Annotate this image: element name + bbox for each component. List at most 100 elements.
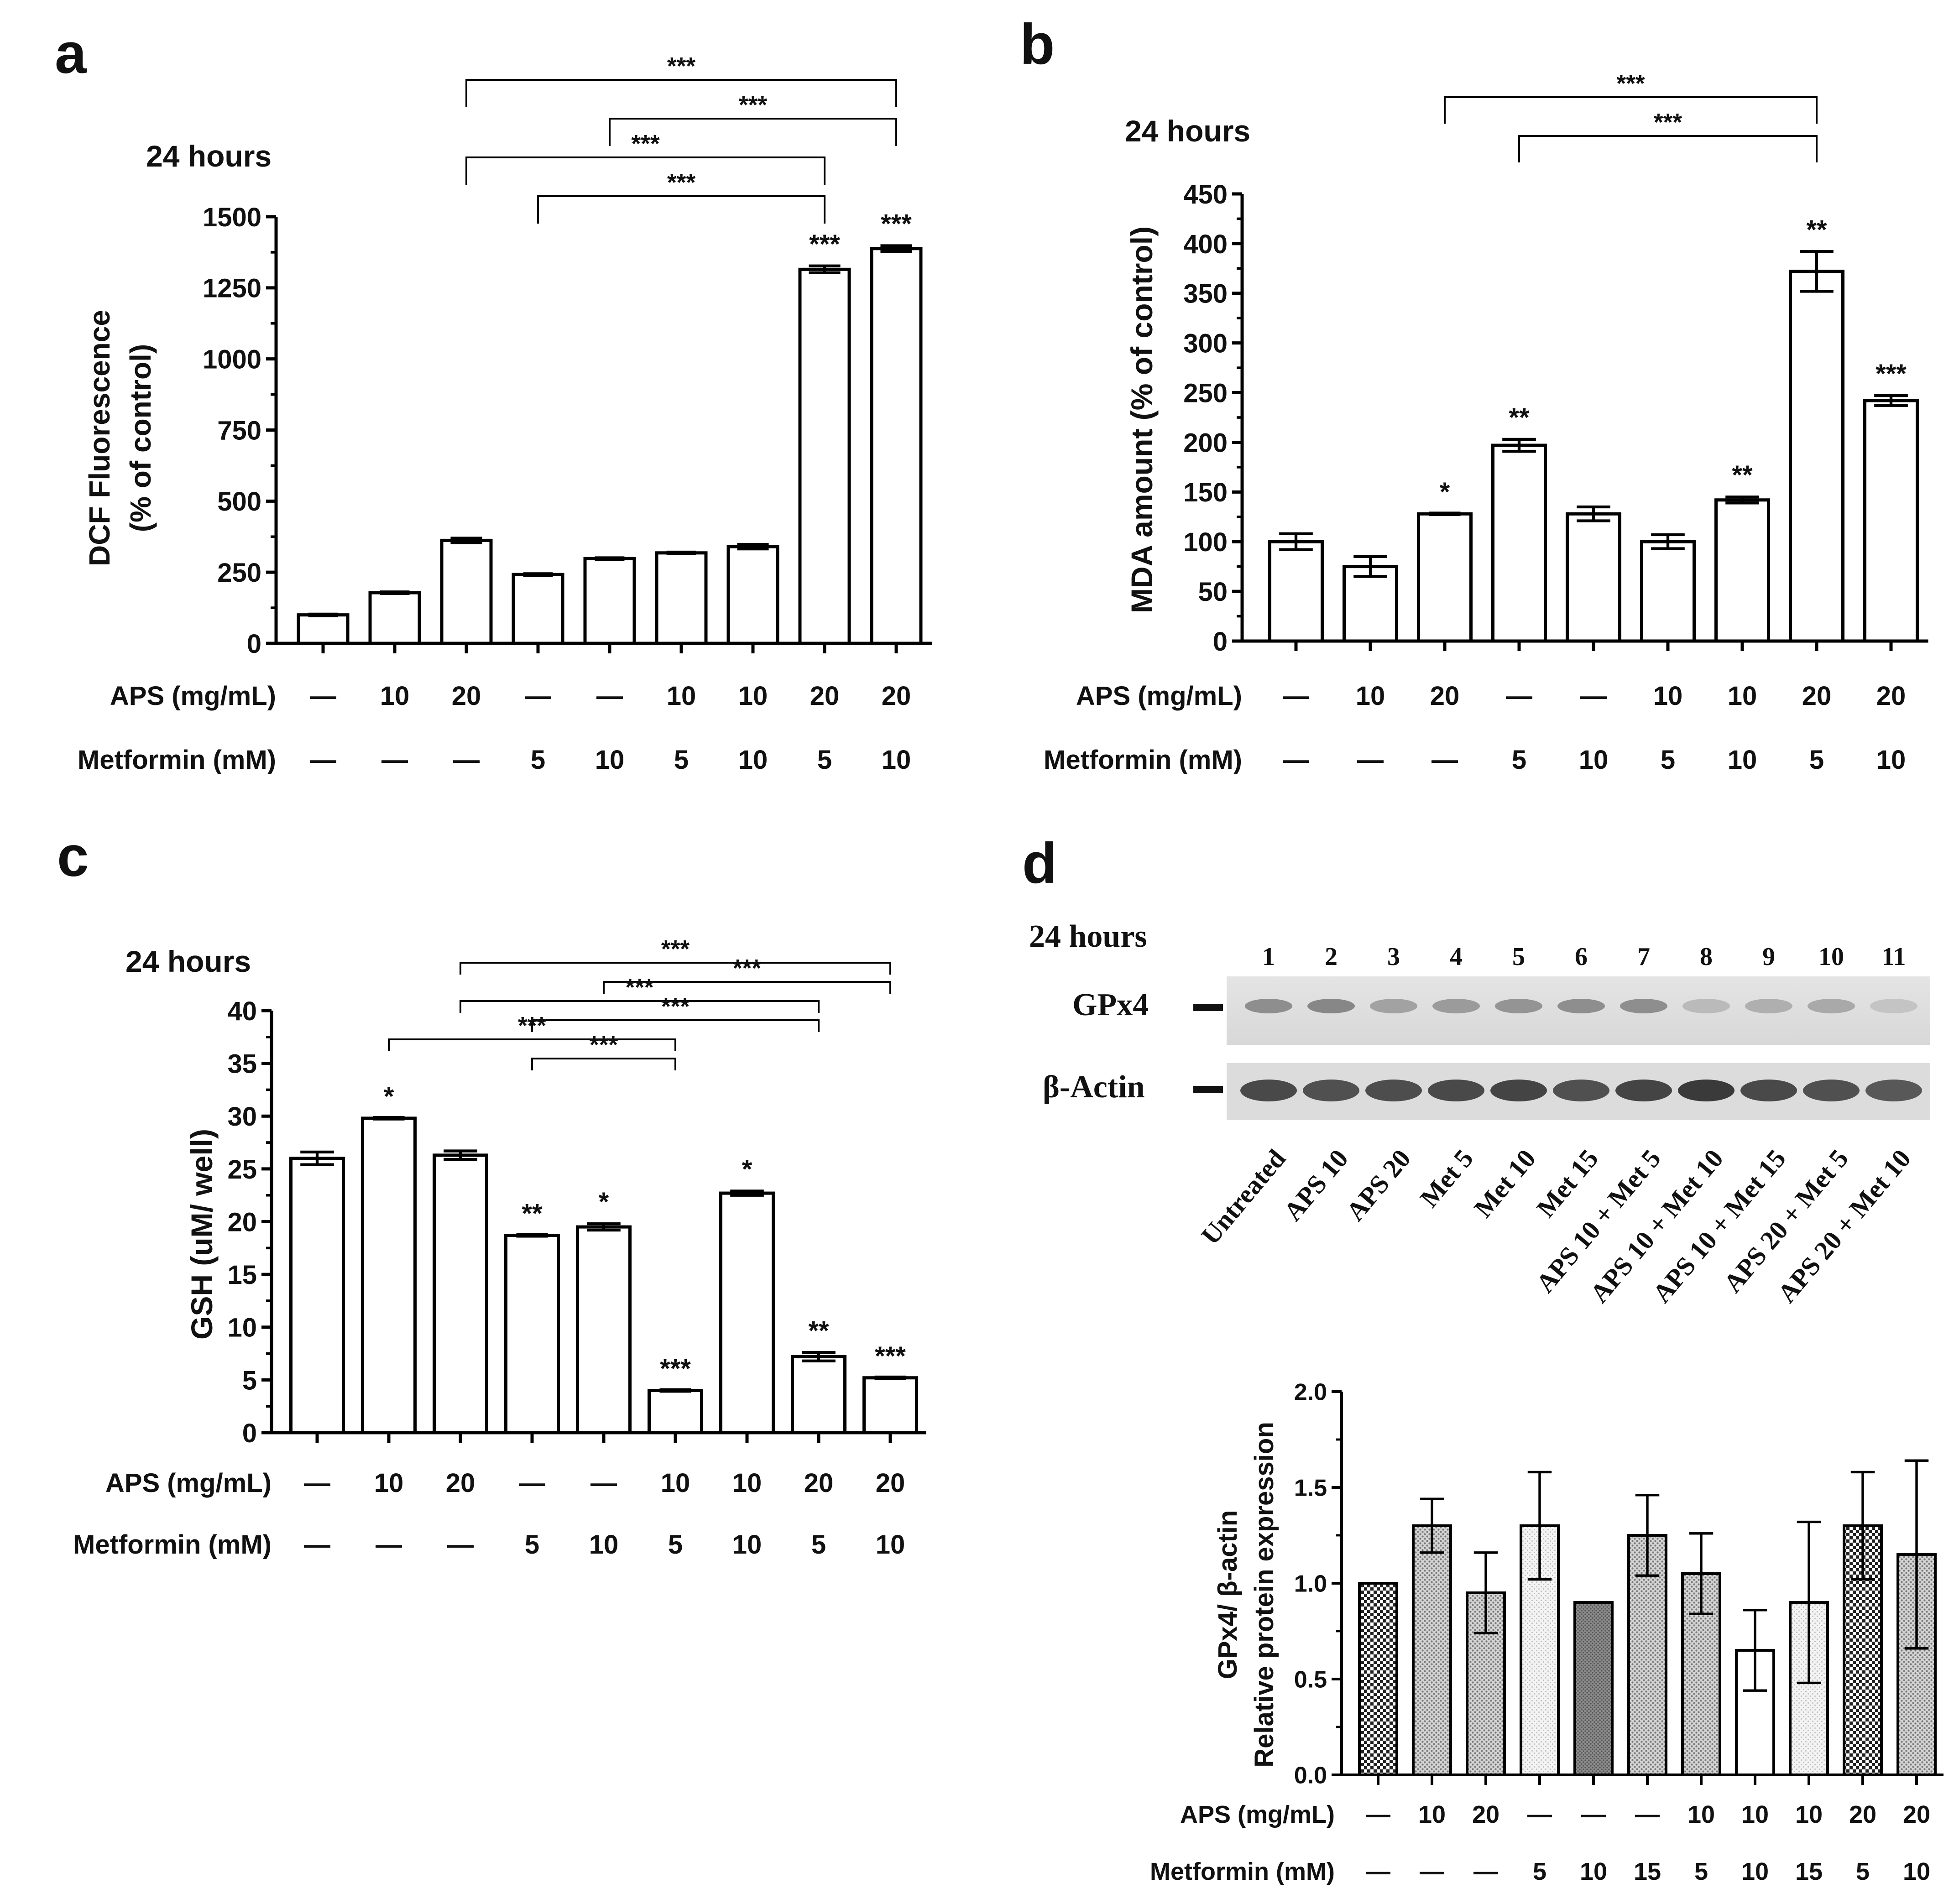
- gpx4-band: [1307, 999, 1355, 1013]
- panel-a-time-label: 24 hours: [146, 139, 272, 173]
- panel-a-aps-value: 20: [810, 681, 840, 711]
- panel-a-aps-value: 20: [452, 681, 481, 711]
- panel-c-met-value: 10: [589, 1530, 619, 1560]
- panel-a-bar: [512, 573, 564, 645]
- panel-c-bar: [289, 1157, 345, 1435]
- panel-a-met-value: 10: [882, 745, 911, 775]
- panel-c-significance: *: [742, 1154, 752, 1184]
- panel-b-met-value: 5: [1809, 745, 1824, 775]
- blot-lane-number: 1: [1262, 943, 1275, 971]
- panel-c-aps-label: APS (mg/mL): [105, 1468, 272, 1498]
- panel-d-met-value: 10: [1741, 1858, 1769, 1885]
- panel-b-letter: b: [1020, 13, 1055, 76]
- panel-c-aps-value: 20: [446, 1468, 475, 1498]
- panel-b-aps-value: 20: [1876, 681, 1906, 711]
- gpx4-band: [1432, 999, 1480, 1013]
- panel-c-significance: *: [384, 1082, 394, 1111]
- panel-b-comparison-bracket: [1518, 135, 1818, 162]
- panel-c-met-value: 10: [876, 1530, 905, 1560]
- panel-a-met-value: 5: [674, 745, 689, 775]
- panel-b-met-value: 5: [1512, 745, 1526, 775]
- panel-c-met-value: —: [376, 1530, 402, 1560]
- panel-d-met-value: 10: [1903, 1858, 1930, 1885]
- panel-a-significance: ***: [809, 230, 840, 259]
- panel-d-aps-value: —: [1581, 1801, 1606, 1828]
- panel-d-met-value: —: [1420, 1858, 1444, 1885]
- panel-d-aps-value: 10: [1795, 1801, 1823, 1828]
- panel-d-met-value: —: [1473, 1858, 1498, 1885]
- panel-c-comparison-label: ***: [733, 955, 762, 982]
- gpx4-band: [1245, 999, 1292, 1013]
- panel-b-aps-value: 10: [1728, 681, 1757, 711]
- panel-d-met-value: 5: [1694, 1858, 1708, 1885]
- panel-b-met-label: Metformin (mM): [1044, 745, 1242, 775]
- panel-b-ytick-label: 450: [1183, 180, 1228, 209]
- panel-d-met-value: 15: [1795, 1858, 1823, 1885]
- panel-a-met-value: —: [453, 745, 480, 775]
- panel-d-ytick-label: 0.5: [1294, 1667, 1327, 1693]
- panel-b-comparison-label: ***: [1654, 109, 1682, 136]
- panel-d-aps-value: 10: [1688, 1801, 1715, 1828]
- actin-band: [1490, 1080, 1547, 1101]
- panel-d-met-value: —: [1366, 1858, 1390, 1885]
- blot-lane-label: APS 20: [1340, 1144, 1416, 1226]
- panel-c-aps-value: —: [304, 1468, 330, 1498]
- panel-a-met-value: 5: [817, 745, 832, 775]
- panel-a-met-value: 10: [738, 745, 768, 775]
- gpx4-band-label: GPx4: [1072, 987, 1149, 1022]
- panel-c-ytick-label: 15: [227, 1260, 257, 1290]
- panel-c-met-value: 5: [811, 1530, 826, 1560]
- panel-b-significance: **: [1806, 215, 1827, 245]
- panel-b-ylabel: MDA amount (% of control): [1125, 226, 1159, 613]
- blot-lane-number: 2: [1325, 943, 1337, 971]
- panel-b-met-value: 10: [1579, 745, 1609, 775]
- panel-b-bar: [1640, 540, 1696, 643]
- actin-band: [1428, 1080, 1484, 1101]
- gpx4-band: [1870, 999, 1917, 1013]
- panel-a-bar: [440, 538, 493, 645]
- panel-b-ytick-label: 50: [1198, 577, 1228, 607]
- actin-band-label: β-Actin: [1043, 1069, 1145, 1105]
- panel-b-met-value: —: [1432, 745, 1458, 775]
- panel-a-bar: [726, 545, 779, 645]
- panel-a-letter: a: [55, 22, 87, 85]
- gpx4-band: [1370, 999, 1417, 1013]
- gpx4-band: [1620, 999, 1667, 1013]
- blot-lane-label: APS 10: [1278, 1144, 1354, 1226]
- panel-b-aps-value: —: [1580, 681, 1607, 711]
- panel-c-bar: [648, 1389, 703, 1435]
- panel-b-aps-value: 20: [1430, 681, 1460, 711]
- panel-c-ytick-label: 40: [227, 996, 257, 1026]
- panel-c-comparison-bracket: [603, 981, 891, 994]
- panel-c-ytick-label: 25: [227, 1155, 257, 1184]
- panel-b-ytick-label: 400: [1183, 230, 1228, 259]
- panel-c-comparison-label: ***: [661, 993, 690, 1020]
- panel-d-aps-value: 20: [1903, 1801, 1930, 1828]
- panel-a-comparison-bracket: [609, 118, 897, 146]
- panel-d-aps-value: 10: [1418, 1801, 1446, 1828]
- panel-d-aps-value: 20: [1472, 1801, 1499, 1828]
- panel-d-ytick-label: 2.0: [1294, 1379, 1327, 1406]
- panel-d-ytick-label: 1.0: [1294, 1571, 1327, 1597]
- actin-band: [1865, 1080, 1922, 1101]
- panel-a-ytick-label: 0: [247, 629, 261, 659]
- panel-a-ytick-label: 500: [217, 487, 261, 516]
- panel-b-comparison-label: ***: [1616, 70, 1645, 97]
- panel-c-aps-value: 10: [732, 1468, 762, 1498]
- panel-b-bar: [1491, 443, 1547, 643]
- panel-b-aps-value: 10: [1356, 681, 1385, 711]
- blot-lane-number: 5: [1512, 943, 1525, 971]
- panel-a-aps-value: —: [310, 681, 336, 711]
- actin-band: [1240, 1080, 1297, 1101]
- panel-a-comparison-bracket: [465, 79, 897, 107]
- panel-a-comparison-bracket: [537, 195, 825, 224]
- gpx4-band: [1495, 999, 1542, 1013]
- blot-lane-number: 6: [1575, 943, 1588, 971]
- panel-c-bar: [361, 1116, 417, 1435]
- panel-c-comparison-label: ***: [661, 936, 690, 963]
- panel-d-aps-value: —: [1366, 1801, 1390, 1828]
- panel-a-bar: [655, 551, 708, 645]
- panel-c-comparison-bracket: [531, 1019, 820, 1032]
- panel-b-aps-value: 10: [1653, 681, 1683, 711]
- panel-c-ytick-label: 5: [242, 1366, 257, 1395]
